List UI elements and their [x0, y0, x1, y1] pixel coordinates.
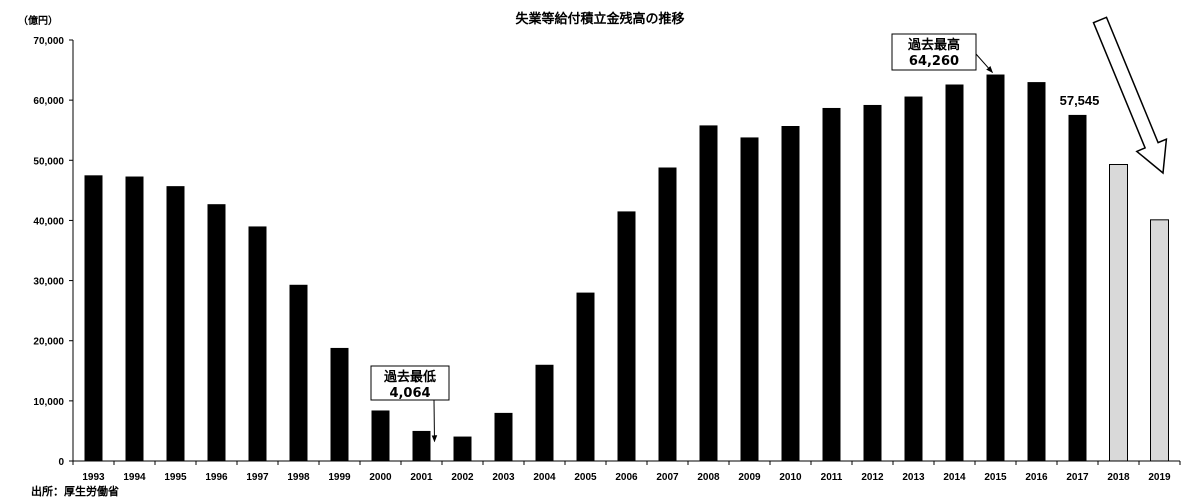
- y-tick-label: 70,000: [33, 36, 64, 47]
- x-tick-label: 2015: [984, 472, 1007, 483]
- bar-2001: [412, 430, 431, 461]
- bar-1998: [289, 284, 308, 461]
- min-callout-text: 過去最低: [383, 369, 436, 385]
- bar-1999: [330, 347, 349, 461]
- bar-forecast-2019: [1150, 219, 1169, 462]
- bar-1993: [84, 175, 103, 462]
- value-label-2017: 57,545: [1060, 93, 1100, 108]
- bar-2006: [617, 211, 636, 461]
- bar-2005: [576, 292, 595, 461]
- chart-title: 失業等給付積立金残高の推移: [515, 11, 684, 27]
- min-callout-text: 4,064: [389, 386, 430, 401]
- bar-1994: [125, 176, 144, 461]
- y-tick-label: 50,000: [33, 156, 64, 167]
- y-tick-label: 10,000: [33, 397, 64, 408]
- x-tick-label: 2018: [1107, 472, 1130, 483]
- x-tick-label: 2003: [492, 472, 515, 483]
- max-callout-box: [891, 33, 977, 71]
- x-tick-label: 1995: [164, 472, 187, 483]
- x-tick-label: 2007: [656, 472, 679, 483]
- x-tick-label: 2013: [902, 472, 925, 483]
- bar-1996: [207, 204, 226, 461]
- trend-down-arrow-icon: [1092, 16, 1168, 175]
- bar-1995: [166, 186, 185, 461]
- bar-2010: [781, 126, 800, 462]
- bar-series: [84, 74, 1169, 462]
- x-tick-label: 2019: [1148, 472, 1171, 483]
- x-tick-label: 1994: [123, 472, 146, 483]
- bar-2007: [658, 167, 677, 461]
- x-tick-label: 2011: [821, 472, 843, 483]
- y-tick-label: 60,000: [33, 96, 64, 107]
- y-axis: 0 10,000 20,000 30,000 40,000 50,000 60,000 70,…: [33, 36, 74, 468]
- y-tick-label: 40,000: [33, 216, 64, 227]
- bar-2008: [699, 125, 718, 461]
- x-tick-label: 2008: [697, 472, 720, 483]
- bar-2004: [535, 364, 554, 461]
- bar-2009: [740, 137, 759, 461]
- source-note: 出所：厚生労働省: [31, 484, 119, 498]
- x-tick-label: 2006: [615, 472, 638, 483]
- y-tick-label: 0: [58, 457, 64, 468]
- bar-forecast-2018: [1109, 163, 1128, 462]
- x-tick-label: 2002: [451, 472, 474, 483]
- bar-1997: [248, 226, 267, 461]
- bar-2016: [1027, 82, 1046, 461]
- x-tick-label: 1997: [246, 472, 269, 483]
- bar-2002: [453, 436, 472, 461]
- x-tick-label: 2004: [533, 472, 556, 483]
- bar-2003: [494, 412, 513, 461]
- bar-2011: [822, 107, 841, 461]
- x-tick-label: 2016: [1025, 472, 1048, 483]
- bar-2015: [986, 74, 1005, 461]
- max-callout-text: 過去最高: [907, 37, 960, 53]
- x-tick-label: 1998: [287, 472, 310, 483]
- x-tick-label: 2005: [574, 472, 597, 483]
- bar-2012: [863, 104, 882, 461]
- bar-2000: [371, 410, 390, 461]
- x-tick-label: 2014: [943, 472, 966, 483]
- x-tick-label: 1993: [82, 472, 105, 483]
- y-tick-label: 30,000: [33, 277, 64, 288]
- max-callout-arrow: [975, 53, 993, 74]
- y-axis-unit-label: （億円）: [18, 14, 58, 27]
- x-tick-label: 2009: [738, 472, 761, 483]
- x-tick-label: 2001: [410, 472, 433, 483]
- bar-2017: [1068, 114, 1087, 461]
- x-tick-label: 2012: [861, 472, 884, 483]
- x-tick-label: 1999: [328, 472, 351, 483]
- x-tick-label: 2010: [779, 472, 802, 483]
- x-tick-label: 2000: [369, 472, 392, 483]
- min-callout-arrow: [431, 399, 438, 443]
- x-axis: 1993 1994 1995 1996 1997 1998 1999 2000 2001 2002…: [72, 460, 1181, 483]
- min-callout-box: [370, 365, 450, 401]
- x-tick-label: 2017: [1066, 472, 1089, 483]
- x-tick-label: 1996: [205, 472, 228, 483]
- max-callout-text: 64,260: [909, 54, 959, 69]
- bar-2013: [904, 96, 923, 461]
- bar-2014: [945, 84, 964, 462]
- y-tick-label: 20,000: [33, 337, 64, 348]
